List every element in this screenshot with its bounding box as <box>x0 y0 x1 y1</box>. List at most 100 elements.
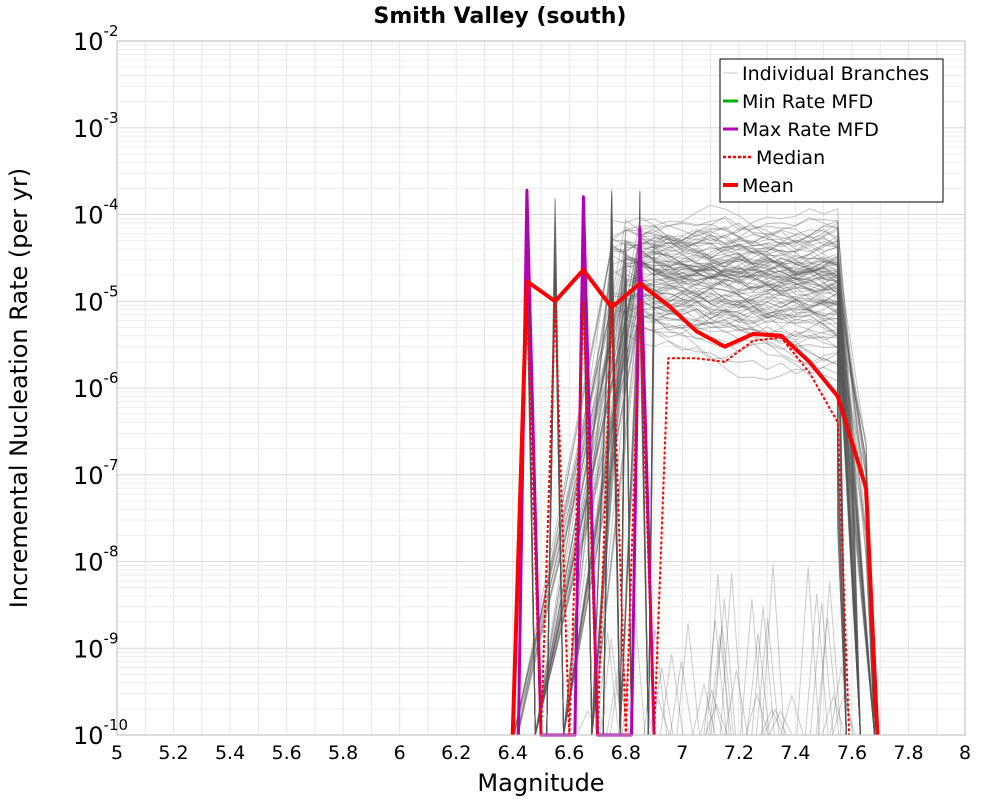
branch-line <box>517 225 847 736</box>
branch-line <box>516 226 847 736</box>
branch-line <box>516 221 875 736</box>
branch-line <box>708 634 732 736</box>
branch-line <box>831 693 856 736</box>
branch-line <box>599 637 623 736</box>
branch-line <box>514 222 847 736</box>
branch-line <box>576 709 600 736</box>
legend: Individual Branches Min Rate MFD Max Rate … <box>719 58 944 203</box>
y-tick-label: 10-9 <box>73 629 119 663</box>
branch-line <box>514 204 861 736</box>
branch-line <box>517 262 847 736</box>
x-tick-label: 6.8 <box>611 742 641 764</box>
branch-line <box>515 197 875 736</box>
branch-line <box>514 252 861 736</box>
branch-line <box>643 629 668 736</box>
branch-line <box>516 243 861 736</box>
y-tick-label: 10-2 <box>73 22 119 56</box>
series-layer <box>510 188 880 737</box>
branch-line <box>514 216 847 736</box>
branch-line <box>712 598 737 736</box>
branch-line <box>517 225 861 736</box>
branch-line <box>514 237 861 736</box>
branch-line <box>515 221 861 736</box>
branch-line <box>699 689 724 736</box>
branch-line <box>515 217 875 736</box>
y-axis-ticks: 10-10 10-9 10-8 10-7 10-6 10-5 10-4 10-3 10-2 <box>73 22 128 750</box>
y-tick-label: 10-5 <box>73 282 119 316</box>
x-tick-label: 6.4 <box>498 742 528 764</box>
branch-line <box>515 247 875 736</box>
branch-line <box>692 683 716 736</box>
branch-line <box>518 236 875 736</box>
branch-line <box>516 249 847 736</box>
branch-line <box>514 237 875 736</box>
branch-line <box>516 209 875 736</box>
x-tick-label: 7.2 <box>724 742 754 764</box>
branch-line <box>513 199 875 736</box>
branch-line <box>740 599 764 736</box>
branch-line <box>517 262 847 736</box>
branch-line <box>517 218 875 736</box>
branch-line <box>606 668 630 736</box>
branch-line <box>517 201 875 736</box>
branch-line <box>514 253 847 736</box>
y-tick-label: 10-3 <box>73 109 119 143</box>
branch-line <box>517 238 861 736</box>
branch-line <box>815 617 840 736</box>
branch-line <box>676 623 700 736</box>
branch-line <box>646 697 670 736</box>
x-tick-label: 6 <box>394 742 406 764</box>
branch-line <box>768 709 793 736</box>
legend-label: Individual Branches <box>742 63 929 85</box>
branch-line <box>513 236 847 736</box>
y-tick-label: 10-6 <box>73 369 119 403</box>
branch-line <box>829 666 854 736</box>
branch-line <box>809 602 834 736</box>
plot-frame <box>116 40 966 736</box>
x-tick-label: 7.6 <box>837 742 867 764</box>
x-tick-label: 8 <box>959 742 971 764</box>
legend-box <box>719 58 944 203</box>
branch-line <box>516 206 861 736</box>
branch-line <box>515 223 875 736</box>
branch-line <box>513 199 875 736</box>
legend-label: Median <box>756 147 825 169</box>
branch-line <box>514 188 861 736</box>
branch-line <box>515 231 875 736</box>
branch-line <box>514 208 861 736</box>
branch-line <box>513 230 847 736</box>
branch-line <box>515 254 847 736</box>
y-tick-label: 10-7 <box>73 456 119 490</box>
branch-line <box>745 692 769 736</box>
x-axis-label: Magnitude <box>477 769 604 797</box>
legend-label: Min Rate MFD <box>742 91 873 113</box>
branch-line <box>516 253 847 736</box>
branch-line <box>516 260 861 736</box>
branch-line <box>746 633 770 736</box>
branch-line <box>515 226 875 736</box>
branch-line <box>515 198 861 736</box>
branch-line <box>518 225 875 736</box>
branch-line <box>751 606 775 736</box>
branch-line <box>516 190 847 736</box>
branch-line <box>516 201 847 736</box>
branch-line <box>609 652 634 736</box>
branch-line <box>515 253 847 736</box>
y-tick-label: 10-4 <box>73 196 119 230</box>
branch-line <box>513 191 847 736</box>
y-axis-label: Incremental Nucleation Rate (per yr) <box>5 168 33 608</box>
branch-line <box>513 241 861 736</box>
branch-line <box>513 222 875 736</box>
x-axis-ticks: 5 5.2 5.4 5.6 5.8 6 6.2 6.4 6.6 6.8 7 7.2 7.4 7.6 7.8 8 <box>111 742 971 764</box>
branch-line <box>514 271 875 736</box>
x-tick-label: 5 <box>111 742 123 764</box>
branch-line <box>518 212 847 736</box>
branch-line <box>513 230 875 736</box>
y-tick-label: 10-10 <box>73 716 128 750</box>
branch-line <box>516 216 875 736</box>
branch-line <box>517 214 875 736</box>
branch-line <box>517 224 861 736</box>
branch-line <box>804 593 829 736</box>
branch-line <box>517 195 847 736</box>
